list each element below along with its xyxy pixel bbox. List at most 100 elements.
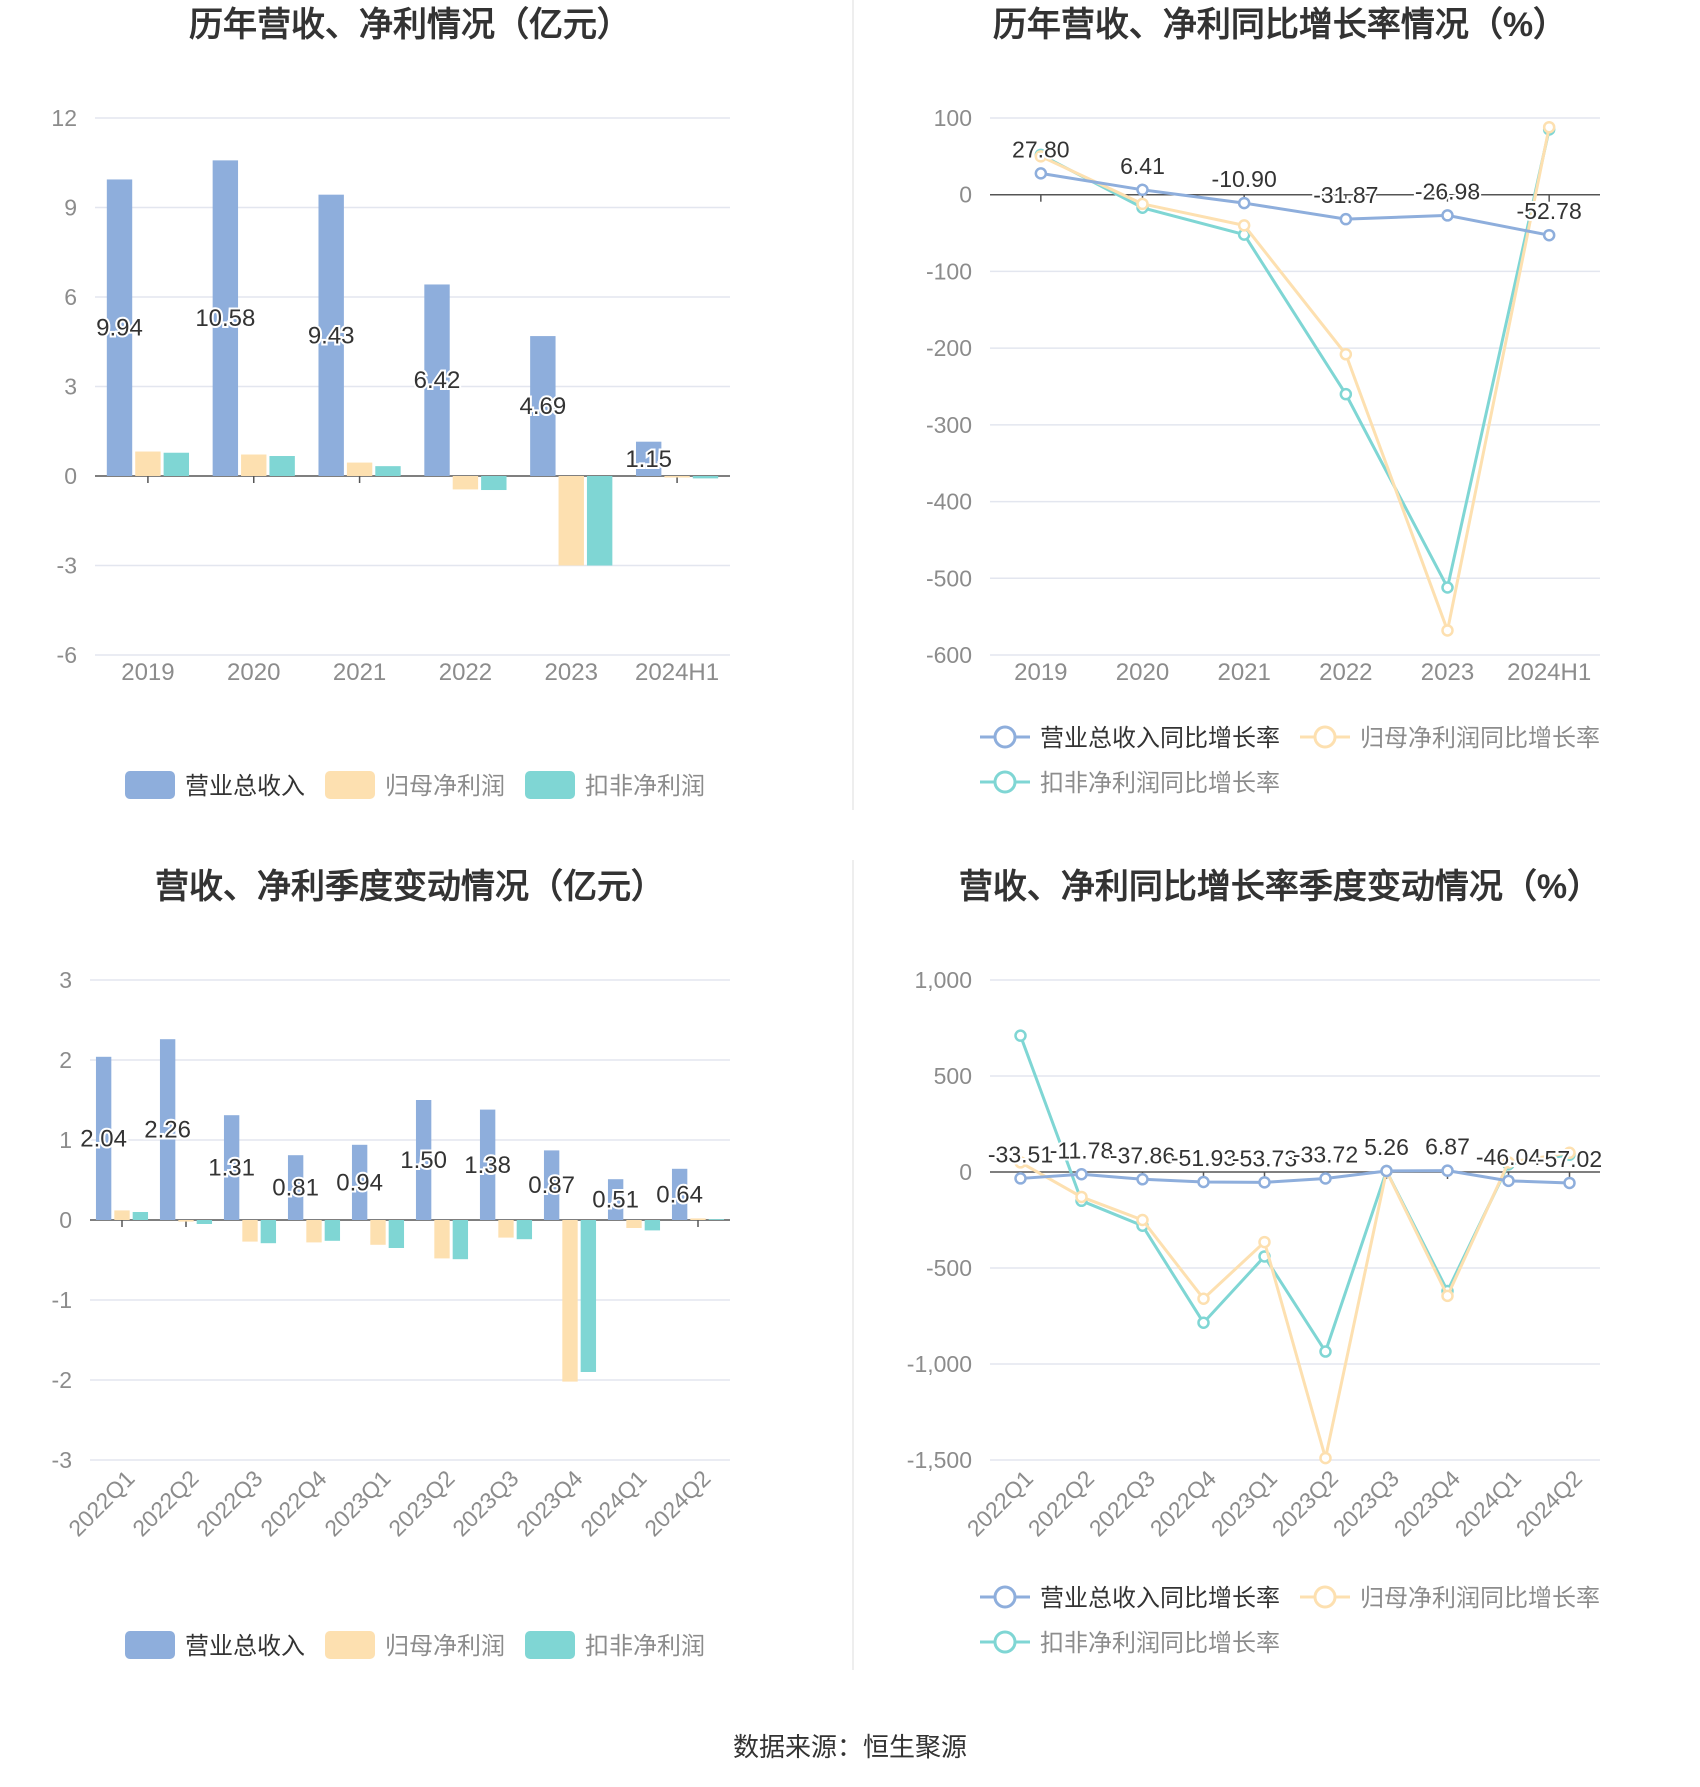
legend-marker — [1313, 725, 1337, 749]
bar-data-label: 4.69 — [519, 393, 566, 420]
series-line-revenue-growth — [1040, 171, 1550, 237]
bar-net-profit — [626, 1220, 642, 1228]
bar-deducted-profit — [196, 1220, 213, 1224]
bar-deducted-profit — [375, 466, 401, 476]
x-tick-label: 2024Q1 — [1450, 1465, 1526, 1541]
line-data-label: 6.87 — [1425, 1134, 1470, 1160]
bar-net-profit — [370, 1220, 386, 1245]
series-line-deducted-profit-growth — [1040, 129, 1551, 592]
bar-net-profit — [690, 1218, 706, 1220]
bar-revenue — [318, 194, 344, 476]
x-tick-label: 2023Q3 — [447, 1465, 523, 1541]
line-data-label: 6.41 — [1120, 153, 1165, 179]
series-point — [1441, 581, 1454, 594]
legend-swatch — [325, 1631, 375, 1659]
legend-marker — [993, 1630, 1017, 1654]
x-tick-label: 2023Q4 — [1389, 1465, 1465, 1541]
bar-revenue — [424, 284, 450, 476]
line-data-label: -37.86 — [1110, 1142, 1175, 1168]
series-point — [1441, 624, 1454, 637]
x-tick-label: 2024H1 — [1507, 659, 1591, 686]
series-point — [1441, 1164, 1454, 1177]
x-tick-label: 2023Q3 — [1328, 1465, 1404, 1541]
bar-deducted-profit — [580, 1220, 597, 1372]
bar-net-profit — [664, 476, 690, 478]
series-point — [1319, 1451, 1332, 1465]
legend-label: 营业总收入 — [185, 1633, 305, 1660]
legend-swatch — [325, 771, 375, 799]
bar-data-label: 0.87 — [528, 1172, 575, 1199]
series-point — [1502, 1156, 1515, 1169]
y-tick-label: -400 — [926, 489, 972, 515]
legend-label: 扣非净利润 — [585, 773, 705, 800]
bar-data-label: 0.94 — [336, 1169, 383, 1196]
legend-label: 营业总收入 — [185, 773, 305, 800]
y-tick-label: -1,000 — [907, 1351, 972, 1377]
bar-data-label: 1.38 — [464, 1152, 511, 1179]
series-line-deducted-profit-growth — [1019, 1035, 1570, 1355]
series-line-net-profit-growth — [1040, 126, 1551, 636]
line-data-label: -33.51 — [988, 1141, 1053, 1167]
x-tick-label: 2021 — [333, 659, 386, 686]
bar-net-profit — [241, 454, 267, 476]
y-tick-label: -1 — [52, 1287, 72, 1313]
legend-label: 扣非净利润 — [585, 1633, 705, 1660]
bar-data-label: 0.51 — [592, 1187, 639, 1214]
bar-data-label: 0.81 — [272, 1175, 319, 1202]
bar-net-profit — [178, 1220, 194, 1222]
bar-net-profit — [498, 1220, 514, 1238]
series-point — [1542, 228, 1556, 242]
series-point — [1014, 1029, 1027, 1042]
y-tick-label: 2 — [59, 1047, 72, 1073]
x-tick-label: 2024Q1 — [575, 1465, 651, 1541]
bar-revenue — [607, 1179, 624, 1220]
bar-revenue — [223, 1115, 240, 1220]
bar-deducted-profit — [452, 1220, 469, 1260]
series-point — [1339, 212, 1353, 226]
bar-data-label: 1.15 — [625, 446, 672, 473]
bar-deducted-profit — [324, 1220, 341, 1241]
legend-label: 扣非净利润同比增长率 — [1040, 1630, 1280, 1657]
series-point — [1034, 150, 1048, 163]
quarterly-revenue-profit-chart: 营收、净利季度变动情况（亿元）3210-1-2-32022Q12022Q2202… — [52, 867, 730, 1660]
x-tick-label: 2022 — [1319, 659, 1372, 686]
bar-deducted-profit — [269, 456, 295, 476]
x-tick-label: 2021 — [1217, 659, 1270, 686]
bar-data-label: 0.64 — [656, 1181, 703, 1208]
x-tick-label: 2022 — [439, 659, 492, 686]
bar-revenue — [159, 1039, 176, 1220]
bar-deducted-profit — [163, 452, 190, 476]
bar-net-profit — [562, 1220, 578, 1382]
x-tick-label: 2022Q2 — [1023, 1465, 1099, 1541]
line-data-label: -31.87 — [1313, 182, 1378, 208]
y-tick-label: -600 — [926, 642, 972, 668]
legend-marker — [993, 770, 1017, 794]
y-tick-label: 500 — [934, 1063, 972, 1089]
x-tick-label: 2024H1 — [635, 659, 719, 686]
x-tick-label: 2022Q2 — [127, 1465, 203, 1541]
x-tick-label: 2023 — [1421, 659, 1474, 686]
y-tick-label: 6 — [64, 284, 77, 310]
series-point — [1258, 1235, 1271, 1249]
bar-revenue — [212, 160, 239, 476]
bar-deducted-profit — [644, 1220, 661, 1231]
bar-deducted-profit — [708, 1219, 725, 1220]
bar-net-profit — [306, 1220, 322, 1243]
line-data-label: -10.90 — [1212, 166, 1277, 192]
legend-label: 归母净利润同比增长率 — [1360, 1585, 1600, 1612]
bar-revenue — [287, 1155, 304, 1220]
series-point — [1075, 1168, 1088, 1181]
annual-growth-rate-chart: 历年营收、净利同比增长率情况（%） 100 0 -100 -200 -300 -400 -50… — [926, 5, 1600, 797]
line-data-label: -53.73 — [1232, 1145, 1297, 1171]
bar-deducted-profit — [260, 1220, 277, 1244]
x-tick-label: 2022Q4 — [1145, 1465, 1221, 1541]
series-line-net-profit-growth — [1019, 1151, 1570, 1459]
bar-data-label: 6.42 — [414, 367, 461, 394]
series-point — [1380, 1164, 1393, 1178]
y-tick-label: 0 — [64, 463, 77, 489]
y-tick-label: -200 — [926, 335, 972, 361]
legend-label: 营业总收入同比增长率 — [1040, 1585, 1280, 1612]
y-tick-label: -500 — [926, 565, 972, 591]
y-tick-label: -3 — [52, 1447, 72, 1473]
series-point — [1441, 1289, 1454, 1303]
